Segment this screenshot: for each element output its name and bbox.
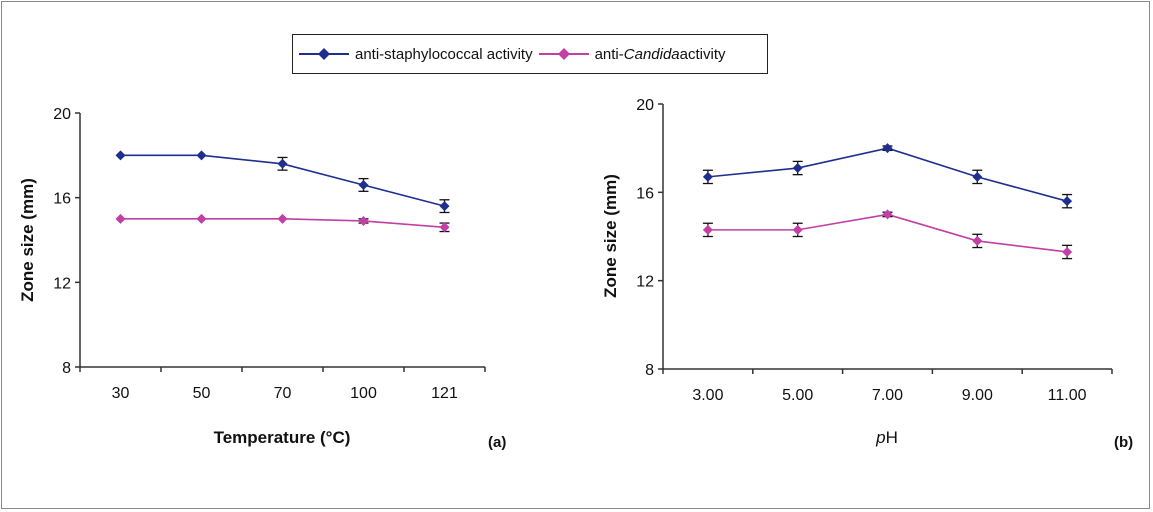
legend-label-candida-prefix: anti-: [594, 45, 624, 63]
x-tick-label: 9.00: [962, 387, 993, 404]
data-point-candida: [972, 235, 983, 246]
data-point-candida: [196, 213, 207, 224]
x-tick-label: 70: [274, 385, 292, 402]
x-tick-label: 11.00: [1048, 387, 1087, 404]
data-point-staph: [972, 171, 983, 182]
panel-label: (b): [1114, 434, 1133, 451]
x-tick-label: 121: [431, 385, 458, 402]
x-tick-label: 3.00: [692, 387, 723, 404]
chart-panel-a: 8 12 16 20 30 50 70 100 121 Zone size (mm) Tempera…: [18, 106, 506, 451]
x-tick-label: 7.00: [872, 387, 903, 404]
series-line-candida: [707, 213, 1068, 253]
legend-marker-staph: [299, 48, 349, 60]
panel-label: (a): [488, 434, 506, 451]
legend-label-candida-suffix: activity: [679, 45, 726, 63]
data-point-staph: [1062, 196, 1073, 207]
x-axis-label: Temperature (°C): [214, 428, 351, 447]
legend-marker-candida: [538, 48, 589, 60]
x-tick-label: 50: [193, 385, 211, 402]
data-point-candida: [439, 222, 450, 233]
y-tick-label: 8: [62, 360, 71, 377]
x-tick-label: 30: [112, 385, 130, 402]
series-line-staph: [707, 147, 1068, 202]
data-point-candida: [115, 213, 126, 224]
chart-panel-b: 8 12 16 20 3.00 5.00 7.00 9.00 11.00 Zone size (m…: [601, 97, 1133, 451]
data-point-staph: [358, 179, 369, 190]
data-point-staph: [439, 201, 450, 212]
y-tick-label: 8: [645, 362, 654, 379]
data-point-staph: [702, 171, 713, 182]
legend-label-staph: anti-staphylococcal activity: [355, 45, 533, 63]
data-point-candida: [792, 224, 803, 235]
data-point-staph: [196, 150, 207, 161]
x-tick-label: 100: [350, 385, 377, 402]
y-axis-label: Zone size (mm): [18, 178, 37, 302]
data-point-staph: [792, 163, 803, 174]
data-point-candida: [358, 215, 369, 226]
data-point-candida: [1062, 246, 1073, 257]
data-point-staph: [115, 150, 126, 161]
chart-legend: anti-staphylococcal activity anti- Candid…: [292, 34, 768, 74]
data-point-candida: [882, 209, 893, 220]
legend-entry-candida: anti- Candida activity: [538, 45, 726, 63]
data-point-staph: [882, 143, 893, 154]
x-axis-label: pH: [875, 428, 898, 447]
y-axis-label: Zone size (mm): [601, 174, 620, 298]
y-tick-label: 12: [636, 274, 654, 291]
x-axis-label-italic: p: [875, 428, 885, 447]
data-point-staph: [277, 158, 288, 169]
x-axis-label-rest: H: [886, 428, 898, 447]
x-tick-label: 5.00: [782, 387, 813, 404]
y-tick-label: 20: [636, 97, 654, 114]
y-tick-label: 12: [53, 275, 71, 292]
data-point-candida: [277, 213, 288, 224]
legend-entry-staph: anti-staphylococcal activity: [299, 46, 533, 63]
data-point-candida: [702, 224, 713, 235]
y-tick-label: 20: [53, 106, 71, 123]
y-tick-label: 16: [53, 191, 71, 208]
y-tick-label: 16: [636, 185, 654, 202]
legend-label-candida-italic: Candida: [623, 45, 680, 63]
